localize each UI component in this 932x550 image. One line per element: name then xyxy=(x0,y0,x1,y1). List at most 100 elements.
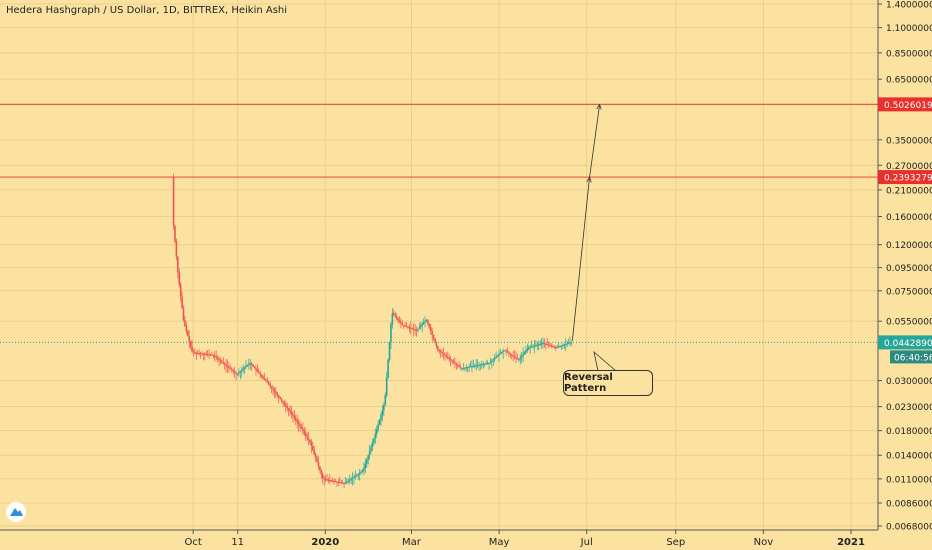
candle-body xyxy=(570,342,573,344)
x-tick-label: Sep xyxy=(666,537,685,548)
candle-body xyxy=(294,417,297,421)
candle-body xyxy=(465,367,468,369)
candle-body xyxy=(283,402,286,405)
candle-body xyxy=(375,429,378,434)
tradingview-logo-icon[interactable] xyxy=(6,502,26,522)
candle-body xyxy=(478,364,480,366)
current-price-tag xyxy=(878,335,932,350)
y-tick-label: 0.00680000 xyxy=(886,523,932,533)
candle-body xyxy=(516,358,519,360)
x-tick-label: 11 xyxy=(231,537,244,548)
candle-body xyxy=(383,405,385,411)
candle-body xyxy=(550,345,553,347)
candle-body xyxy=(233,371,236,373)
candle-body xyxy=(390,324,392,343)
candle-body xyxy=(205,353,208,355)
candle-body xyxy=(297,422,300,425)
candle-body xyxy=(229,368,232,370)
candle-body xyxy=(469,366,472,368)
candle-body xyxy=(505,350,507,352)
candle-body xyxy=(444,354,446,356)
candle-body xyxy=(221,361,223,363)
candle-body xyxy=(320,470,323,475)
candle-body xyxy=(366,459,368,464)
candle-body xyxy=(415,330,418,332)
candle-body xyxy=(556,347,559,349)
candle-body xyxy=(361,470,364,472)
candle-body xyxy=(225,364,227,366)
y-tick-label: 1.40000000 xyxy=(886,1,932,11)
candle-body xyxy=(348,479,351,481)
candle-body xyxy=(472,365,475,367)
candle-body xyxy=(191,346,193,352)
candle-body xyxy=(401,323,404,325)
candle-body xyxy=(429,327,432,332)
candle-body xyxy=(394,314,397,317)
candle-body xyxy=(475,365,478,367)
candle-body xyxy=(442,353,445,355)
candle-body xyxy=(493,358,496,360)
candle-body xyxy=(392,313,395,315)
candle-body xyxy=(398,320,401,322)
candle-body xyxy=(439,351,442,353)
candle-body xyxy=(182,308,185,321)
candle-body xyxy=(545,343,547,345)
horizontal-levels xyxy=(0,103,878,343)
candle-body xyxy=(445,355,448,357)
candle-body xyxy=(282,400,284,403)
candle-body xyxy=(201,353,203,355)
candle-body xyxy=(347,480,350,482)
candle-body xyxy=(500,351,503,354)
candle-body xyxy=(515,357,517,359)
candle-body xyxy=(293,415,296,418)
candle-body xyxy=(306,435,308,438)
x-axis[interactable]: Oct 11 2020 Mar May Jul Sep Nov 2021 xyxy=(185,530,865,548)
candle-body xyxy=(303,431,306,434)
candle-body xyxy=(334,481,337,483)
candle-body xyxy=(546,344,549,346)
candle-body xyxy=(326,479,328,481)
candle-body xyxy=(527,347,530,349)
candle-body xyxy=(503,350,506,352)
candle-body xyxy=(273,389,276,392)
candle-body xyxy=(476,365,479,367)
candle-body xyxy=(265,379,267,382)
candle-body xyxy=(209,354,212,356)
candle-body xyxy=(564,343,567,345)
candle-body xyxy=(432,334,435,339)
candle-body xyxy=(410,327,412,329)
reversal-pattern-callout[interactable]: Reversal Pattern xyxy=(563,370,653,396)
candle-body xyxy=(272,387,274,390)
candle-body xyxy=(418,327,421,329)
candle-body xyxy=(400,321,402,324)
candles xyxy=(172,173,573,489)
candle-body xyxy=(513,356,516,358)
candle-body xyxy=(512,355,514,357)
candle-body xyxy=(267,382,270,385)
candle-body xyxy=(547,344,550,346)
candle-body xyxy=(198,353,200,355)
candle-body xyxy=(351,477,354,479)
candle-body xyxy=(395,316,398,319)
candle-body xyxy=(486,363,489,365)
candle-body xyxy=(373,438,375,443)
candle-body xyxy=(185,325,188,332)
candle-body xyxy=(314,454,317,459)
candle-body xyxy=(260,374,263,377)
x-tick-label: Oct xyxy=(185,537,202,548)
candle-body xyxy=(339,482,341,484)
candle-body xyxy=(523,352,526,355)
candle-body xyxy=(252,364,254,367)
candle-body xyxy=(569,342,571,344)
candle-body xyxy=(522,354,524,356)
candle-body xyxy=(557,346,560,348)
